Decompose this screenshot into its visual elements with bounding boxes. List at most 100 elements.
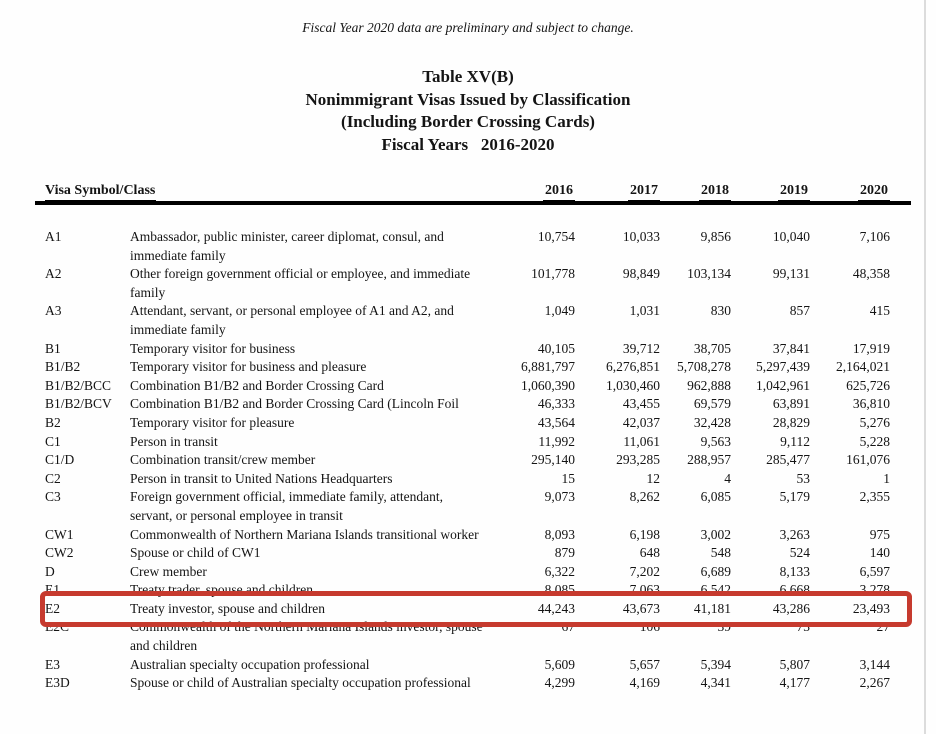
visa-symbol: C2 bbox=[45, 470, 61, 486]
visa-symbol: C1 bbox=[45, 433, 61, 449]
visa-symbol: E2C bbox=[45, 619, 70, 635]
visa-description: Foreign government official, immediate f… bbox=[130, 489, 444, 523]
visa-count: 285,477 bbox=[766, 452, 810, 468]
visa-count: 10,754 bbox=[537, 229, 575, 244]
visa-count: 857 bbox=[789, 303, 810, 319]
visa-description: Temporary visitor for business and pleas… bbox=[130, 359, 367, 375]
table-row: E2 Treaty investor, spouse and children 44… bbox=[40, 590, 912, 627]
visa-count: 8,133 bbox=[779, 563, 810, 579]
visa-symbol: E3 bbox=[45, 656, 60, 672]
visa-count: 1,030,460 bbox=[606, 377, 660, 393]
visa-count: 39,712 bbox=[622, 340, 660, 356]
visa-count: 548 bbox=[710, 545, 731, 561]
visa-count: 99,131 bbox=[772, 266, 810, 282]
visa-count: 23,493 bbox=[852, 600, 890, 616]
visa-symbol: B2 bbox=[45, 414, 61, 430]
visa-symbol: E1 bbox=[45, 582, 60, 598]
table-row: A3 Attendant, servant, or personal employ… bbox=[45, 302, 890, 339]
visa-count: 6,322 bbox=[544, 563, 575, 579]
visa-count: 648 bbox=[639, 545, 660, 561]
visa-count: 6,668 bbox=[779, 582, 810, 598]
visa-count: 4,299 bbox=[544, 675, 575, 691]
visa-count: 53 bbox=[796, 470, 811, 486]
visa-count: 15 bbox=[561, 470, 576, 486]
visa-count: 106 bbox=[639, 619, 660, 635]
visa-description: Treaty investor, spouse and children bbox=[130, 600, 326, 616]
table-title-block: Table XV(B) Nonimmigrant Visas Issued by… bbox=[0, 66, 936, 156]
visa-symbol: B1 bbox=[45, 340, 61, 356]
visa-count: 63,891 bbox=[772, 396, 810, 412]
table-row: B1/B2 Temporary visitor for business and … bbox=[45, 358, 890, 377]
table-header-row: Visa Symbol/Class 2016 2017 2018 2019 20… bbox=[45, 183, 890, 202]
visa-count: 288,957 bbox=[687, 452, 731, 468]
table-number-title: Table XV(B) bbox=[422, 67, 514, 86]
visa-count: 293,285 bbox=[616, 452, 660, 468]
visa-count: 8,085 bbox=[544, 582, 575, 598]
visa-count: 6,276,851 bbox=[606, 359, 660, 375]
visa-count: 11,992 bbox=[538, 433, 575, 449]
visa-count: 830 bbox=[710, 303, 731, 319]
visa-count: 161,076 bbox=[846, 452, 890, 468]
visa-count: 5,179 bbox=[779, 489, 810, 505]
table-row: E1 Treaty trader, spouse and children 8,08… bbox=[45, 581, 890, 600]
table-row: CW1 Commonwealth of Northern Mariana Isla… bbox=[45, 526, 890, 545]
visa-count: 7,202 bbox=[629, 563, 660, 579]
visa-description: Commonwealth of Northern Mariana Islands… bbox=[130, 526, 479, 542]
column-header-2018: 2018 bbox=[660, 183, 731, 202]
preliminary-data-note: Fiscal Year 2020 data are preliminary an… bbox=[302, 20, 634, 35]
visa-count: 9,073 bbox=[544, 489, 575, 505]
visa-description: Person in transit bbox=[130, 433, 218, 449]
visa-count: 101,778 bbox=[531, 266, 575, 282]
column-header-2020: 2020 bbox=[810, 183, 890, 202]
visa-count: 7,063 bbox=[629, 582, 660, 598]
visa-count: 2,267 bbox=[859, 675, 890, 691]
visa-count: 5,657 bbox=[629, 656, 660, 672]
table-row: B1 Temporary visitor for business 40,105 39… bbox=[45, 340, 890, 359]
visa-count: 7,106 bbox=[859, 229, 890, 244]
visa-description: Crew member bbox=[130, 563, 207, 579]
visa-count: 32,428 bbox=[693, 414, 731, 430]
visa-count: 9,856 bbox=[700, 229, 731, 244]
visa-count: 43,455 bbox=[622, 396, 660, 412]
visa-count: 4,341 bbox=[700, 675, 731, 691]
visa-symbol: CW1 bbox=[45, 526, 74, 542]
visa-count: 5,708,278 bbox=[677, 359, 731, 375]
visa-count: 3,144 bbox=[859, 656, 890, 672]
visa-count: 5,807 bbox=[779, 656, 810, 672]
visa-count: 44,243 bbox=[537, 600, 575, 616]
visa-count: 73 bbox=[796, 619, 811, 635]
visa-count: 6,881,797 bbox=[521, 359, 575, 375]
visa-count: 1 bbox=[883, 470, 890, 486]
visa-count: 879 bbox=[554, 545, 575, 561]
visa-symbol: B1/B2/BCC bbox=[45, 377, 112, 393]
visa-count: 41,181 bbox=[693, 600, 731, 616]
visa-count: 27 bbox=[876, 619, 891, 635]
visa-count: 67 bbox=[561, 619, 576, 635]
visa-count: 38,705 bbox=[693, 340, 731, 356]
visa-description: Combination B1/B2 and Border Crossing Ca… bbox=[130, 377, 384, 393]
table-main-title: Nonimmigrant Visas Issued by Classificat… bbox=[305, 89, 631, 109]
visa-count: 42,037 bbox=[622, 414, 660, 430]
visa-count: 6,689 bbox=[700, 563, 731, 579]
visa-count: 10,040 bbox=[772, 229, 810, 244]
visa-count: 10,033 bbox=[622, 229, 660, 244]
table-row: E3 Australian specialty occupation profes… bbox=[45, 656, 890, 675]
visa-count: 9,563 bbox=[700, 433, 731, 449]
visa-count: 2,355 bbox=[859, 489, 890, 505]
visa-symbol: C1/D bbox=[45, 452, 75, 468]
visa-count: 3,002 bbox=[700, 526, 731, 542]
visa-description: Person in transit to United Nations Head… bbox=[130, 470, 393, 486]
visa-symbol: CW2 bbox=[45, 545, 74, 561]
visa-symbol: B1/B2 bbox=[45, 359, 81, 375]
visa-count: 43,673 bbox=[622, 600, 660, 616]
table-row: D Crew member 6,322 7,202 6,689 8,133 6,597 bbox=[45, 563, 890, 582]
visa-count: 6,198 bbox=[629, 526, 660, 542]
table-row: B2 Temporary visitor for pleasure 43,564 42… bbox=[45, 414, 890, 433]
visa-count: 69,579 bbox=[693, 396, 731, 412]
column-header-2016: 2016 bbox=[498, 183, 575, 202]
column-header-2019: 2019 bbox=[731, 183, 810, 202]
visa-count: 37,841 bbox=[772, 340, 810, 356]
visa-symbol: B1/B2/BCV bbox=[45, 396, 112, 412]
table-subtitle: (Including Border Crossing Cards) bbox=[341, 112, 595, 131]
visa-count: 17,919 bbox=[852, 340, 890, 356]
